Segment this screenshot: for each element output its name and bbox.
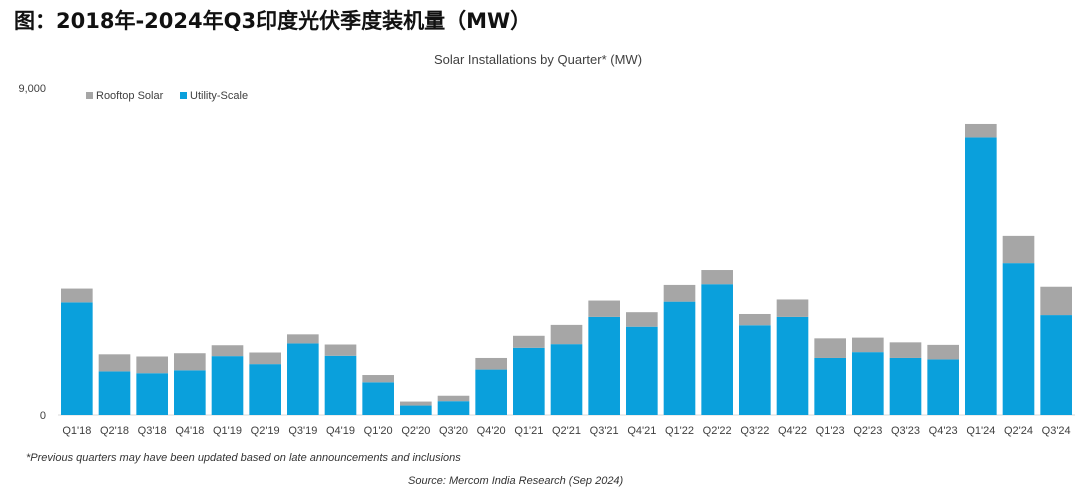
bar-rooftop-solar [475, 357, 507, 370]
bar-utility-scale [136, 373, 168, 415]
x-tick-label: Q2'24 [1004, 425, 1033, 437]
bar-utility-scale [437, 401, 470, 415]
x-tick-label: Q2'18 [100, 425, 129, 437]
bar-rooftop-solar [927, 344, 959, 360]
legend-swatch [86, 92, 93, 99]
bar-rooftop-solar [513, 335, 545, 348]
bar-rooftop-solar [965, 123, 997, 138]
bar-utility-scale [249, 364, 281, 415]
x-tick-label: Q3'21 [590, 425, 619, 437]
x-tick-label: Q3'23 [891, 425, 920, 437]
bar-rooftop-solar [889, 342, 922, 358]
bar-rooftop-solar [437, 395, 470, 402]
x-tick-label: Q2'21 [552, 425, 581, 437]
x-tick-label: Q4'18 [175, 425, 204, 437]
bar-rooftop-solar [626, 312, 658, 327]
bar-rooftop-solar [663, 284, 696, 302]
x-tick-label: Q2'19 [251, 425, 280, 437]
bar-rooftop-solar [249, 352, 281, 365]
bar-rooftop-solar [814, 338, 846, 358]
x-tick-label: Q3'18 [138, 425, 167, 437]
legend-swatch [180, 92, 187, 99]
legend: Rooftop Solar Utility-Scale [86, 90, 248, 102]
y-axis-ticks: 0 9,000 [18, 83, 46, 422]
x-tick-label: Q2'23 [853, 425, 882, 437]
bar-rooftop-solar [136, 356, 168, 374]
bar-utility-scale [739, 325, 771, 415]
x-tick-label: Q1'19 [213, 425, 242, 437]
bar-utility-scale [98, 371, 131, 415]
bar-rooftop-solar [211, 345, 244, 357]
x-tick-label: Q3'22 [740, 425, 769, 437]
bar-rooftop-solar [362, 375, 394, 383]
bar-utility-scale [927, 359, 959, 415]
x-tick-label: Q1'18 [62, 425, 91, 437]
bar-utility-scale [663, 301, 696, 415]
bar-rooftop-solar [98, 354, 131, 372]
bar-utility-scale [174, 370, 206, 415]
legend-label: Utility-Scale [190, 90, 248, 102]
x-tick-label: Q3'24 [1042, 425, 1071, 437]
bar-utility-scale [965, 137, 997, 415]
bar-rooftop-solar [61, 288, 93, 303]
bar-utility-scale [211, 356, 244, 415]
chart-container: Solar Installations by Quarter* (MW) Roo… [0, 42, 1080, 492]
bar-utility-scale [776, 316, 809, 415]
bars [61, 123, 1072, 415]
x-tick-label: Q1'24 [966, 425, 995, 437]
bar-rooftop-solar [1040, 286, 1072, 316]
bar-rooftop-solar [776, 299, 809, 317]
source-note: Source: Mercom India Research (Sep 2024) [408, 475, 624, 487]
x-tick-label: Q3'20 [439, 425, 468, 437]
bar-utility-scale [1040, 315, 1072, 415]
bar-utility-scale [550, 344, 583, 415]
chart-title: Solar Installations by Quarter* (MW) [434, 52, 642, 67]
stacked-bar-chart: Solar Installations by Quarter* (MW) Roo… [18, 52, 1075, 437]
bar-utility-scale [475, 369, 507, 415]
bar-utility-scale [362, 382, 394, 415]
x-tick-label: Q4'23 [929, 425, 958, 437]
bar-rooftop-solar [852, 337, 884, 353]
bar-rooftop-solar [174, 353, 206, 371]
bar-utility-scale [61, 302, 93, 415]
bar-utility-scale [324, 355, 357, 415]
bar-utility-scale [701, 284, 733, 415]
x-tick-label: Q1'20 [364, 425, 393, 437]
bar-utility-scale [287, 343, 319, 415]
bar-utility-scale [588, 316, 620, 415]
bar-rooftop-solar [550, 324, 583, 345]
figure-title: 图：2018年-2024年Q3印度光伏季度装机量（MW） [14, 9, 532, 33]
bar-utility-scale [1002, 263, 1035, 415]
x-tick-label: Q4'19 [326, 425, 355, 437]
x-tick-label: Q1'21 [514, 425, 543, 437]
bar-rooftop-solar [1002, 235, 1035, 264]
bar-utility-scale [513, 347, 545, 415]
x-tick-label: Q2'22 [703, 425, 732, 437]
bar-rooftop-solar [400, 401, 432, 406]
bar-rooftop-solar [701, 270, 733, 285]
x-tick-label: Q1'22 [665, 425, 694, 437]
x-tick-label: Q2'20 [401, 425, 430, 437]
y-tick-label: 9,000 [18, 83, 46, 95]
bar-utility-scale [889, 357, 922, 415]
x-tick-label: Q4'22 [778, 425, 807, 437]
bar-rooftop-solar [287, 334, 319, 344]
bar-utility-scale [400, 405, 432, 415]
y-tick-label: 0 [40, 410, 46, 422]
x-tick-label: Q3'19 [288, 425, 317, 437]
x-tick-label: Q1'23 [816, 425, 845, 437]
bar-utility-scale [852, 352, 884, 415]
x-tick-label: Q4'20 [477, 425, 506, 437]
legend-label: Rooftop Solar [96, 90, 164, 102]
bar-rooftop-solar [588, 300, 620, 317]
bar-rooftop-solar [324, 344, 357, 356]
footnote: *Previous quarters may have been updated… [26, 452, 461, 464]
bar-utility-scale [626, 326, 658, 415]
bar-rooftop-solar [739, 313, 771, 326]
bar-utility-scale [814, 357, 846, 415]
x-axis-ticks: Q1'18 Q2'18 Q3'18 Q4'18 Q1'19 Q2'19 Q3'19 Q4'19… [62, 425, 1070, 437]
x-tick-label: Q4'21 [627, 425, 656, 437]
